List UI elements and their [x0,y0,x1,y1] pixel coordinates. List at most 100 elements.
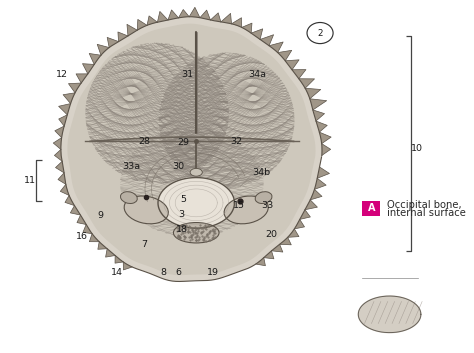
Polygon shape [317,167,329,178]
Polygon shape [313,110,325,121]
Text: 6: 6 [175,268,181,277]
Polygon shape [118,32,128,42]
Polygon shape [264,251,274,259]
Text: 8: 8 [161,268,167,277]
Ellipse shape [255,192,272,203]
Polygon shape [76,74,88,83]
Polygon shape [83,225,92,234]
Text: 20: 20 [265,230,277,239]
Polygon shape [158,178,235,228]
Polygon shape [68,83,81,93]
Polygon shape [305,200,318,210]
Polygon shape [55,149,62,161]
Text: 33: 33 [261,201,273,210]
Text: 14: 14 [111,268,123,277]
Text: 28: 28 [138,137,150,146]
Ellipse shape [124,196,168,224]
Text: internal surface: internal surface [387,208,466,218]
Polygon shape [288,229,299,237]
Text: 31: 31 [182,70,193,79]
Text: 7: 7 [141,239,147,249]
Polygon shape [272,244,283,252]
Polygon shape [127,24,137,36]
Text: Occipital bone,: Occipital bone, [387,200,462,210]
Text: 10: 10 [411,144,423,153]
Text: 11: 11 [24,175,36,185]
Polygon shape [106,249,115,257]
Polygon shape [63,93,75,103]
Polygon shape [59,115,67,126]
Text: 16: 16 [76,233,88,241]
Polygon shape [285,60,299,70]
Polygon shape [300,210,310,220]
Polygon shape [269,42,283,53]
Ellipse shape [190,168,202,176]
Polygon shape [70,205,81,215]
Polygon shape [58,173,66,184]
Ellipse shape [173,222,219,243]
Polygon shape [53,138,62,149]
Text: 3: 3 [178,210,184,219]
Polygon shape [82,64,94,74]
Polygon shape [322,144,331,155]
Polygon shape [358,296,421,333]
Polygon shape [189,7,200,18]
Polygon shape [231,18,242,28]
Text: 9: 9 [98,211,104,220]
Polygon shape [221,13,231,24]
Polygon shape [55,161,64,173]
Polygon shape [60,184,69,196]
Polygon shape [107,37,118,48]
Polygon shape [319,132,331,144]
Polygon shape [310,99,327,110]
Polygon shape [97,44,109,55]
Polygon shape [77,215,86,225]
Polygon shape [256,258,265,266]
Text: 19: 19 [207,268,219,277]
Polygon shape [292,70,306,79]
Polygon shape [200,10,210,20]
Polygon shape [65,196,74,205]
Polygon shape [179,10,189,18]
Polygon shape [90,234,99,242]
Polygon shape [115,256,123,263]
Text: A: A [367,203,375,214]
Polygon shape [89,54,101,65]
Polygon shape [278,50,292,61]
Polygon shape [123,262,132,270]
Ellipse shape [120,192,137,203]
Polygon shape [294,220,304,229]
Text: 34b: 34b [252,168,271,178]
Text: 34a: 34a [248,70,266,79]
Text: 12: 12 [55,70,67,79]
Polygon shape [316,121,327,132]
Ellipse shape [224,196,268,224]
Text: 18: 18 [176,226,188,234]
Polygon shape [260,35,273,46]
Polygon shape [59,103,71,115]
Polygon shape [305,88,321,99]
Polygon shape [280,237,291,245]
Polygon shape [168,10,179,20]
Polygon shape [314,178,326,189]
Polygon shape [210,13,221,22]
Polygon shape [310,189,322,200]
Bar [362,201,381,216]
Text: 5: 5 [180,195,186,204]
Polygon shape [98,242,107,249]
Polygon shape [299,79,315,88]
Polygon shape [55,126,64,138]
Text: 30: 30 [172,162,184,171]
Polygon shape [157,11,168,22]
Polygon shape [137,19,147,30]
Polygon shape [242,23,252,33]
Text: 29: 29 [177,138,189,147]
Polygon shape [147,16,157,25]
Polygon shape [251,29,263,40]
Text: 33a: 33a [122,162,140,171]
Text: 32: 32 [230,137,243,146]
Text: 15: 15 [233,201,245,210]
Text: 2: 2 [317,29,323,37]
Polygon shape [67,24,316,275]
Polygon shape [61,17,322,281]
